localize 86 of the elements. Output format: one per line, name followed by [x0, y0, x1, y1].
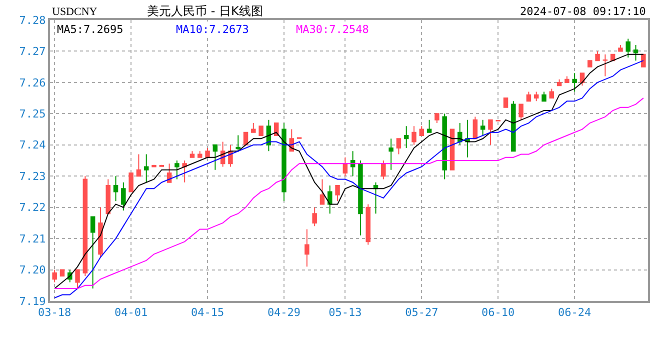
x-tick-label: 05-27	[405, 306, 438, 320]
candlestick	[144, 154, 149, 183]
candlestick	[282, 122, 286, 202]
candlestick	[113, 176, 118, 202]
candlestick	[503, 98, 508, 108]
candlestick	[82, 176, 88, 277]
text: MA5:7.2695	[57, 23, 124, 36]
candlestick	[396, 138, 402, 155]
candlestick	[564, 76, 570, 83]
candlestick	[121, 182, 126, 211]
candlestick	[128, 172, 134, 192]
candlestick	[335, 184, 340, 202]
candlestick	[641, 54, 646, 68]
y-tick-label: 7.24	[19, 138, 46, 152]
candlestick	[106, 178, 110, 214]
candlestick	[98, 206, 103, 258]
candlestick	[366, 204, 370, 246]
candlestick	[511, 100, 516, 152]
line-series	[54, 98, 644, 290]
candlestick	[626, 38, 630, 58]
candlestick	[52, 269, 57, 283]
candlestick	[602, 54, 608, 77]
y-tick-label: 7.28	[19, 14, 46, 27]
candlestick	[526, 91, 532, 102]
candlestick	[312, 206, 317, 227]
candlestick	[556, 78, 562, 86]
y-tick-label: 7.25	[19, 108, 46, 121]
candlestick	[212, 144, 218, 170]
candlestick	[258, 126, 264, 136]
x-tick-label: 03-18	[38, 306, 72, 320]
text: MA30:7.2548	[296, 23, 369, 36]
x-tick-label: 05-13	[328, 306, 362, 320]
y-tick-label: 7.27	[19, 45, 46, 58]
candlestick	[534, 91, 539, 102]
candlestick	[205, 148, 210, 158]
candlestick	[388, 138, 394, 170]
candlestick	[251, 122, 256, 133]
candlestick	[572, 72, 577, 92]
x-tick-label: 04-01	[114, 306, 148, 320]
y-tick-label: 7.23	[19, 170, 46, 183]
candlestick	[304, 228, 310, 268]
candlestick	[542, 91, 546, 102]
chart-title: 美元人民币 - 日K线图	[147, 4, 263, 18]
candlestick	[174, 160, 180, 180]
y-tick-label: 7.21	[19, 232, 46, 246]
candlestick	[518, 104, 524, 120]
candlestick	[588, 60, 592, 68]
candlestick	[358, 160, 363, 236]
candlestick	[182, 160, 187, 183]
text: USDCNY	[52, 6, 98, 18]
candlestick	[442, 113, 447, 180]
candlestick	[90, 216, 96, 290]
candlestick	[350, 150, 356, 177]
candlestick	[549, 88, 554, 99]
y-tick-label: 7.26	[19, 76, 46, 90]
candlestick	[190, 150, 195, 158]
candlestick	[426, 119, 432, 133]
candlestick	[320, 178, 325, 205]
candlestick	[136, 154, 142, 177]
candlestick	[75, 269, 80, 290]
candlestick	[236, 134, 240, 152]
candlestick	[480, 119, 486, 136]
text: 2024-07-08 09:17:10	[520, 5, 646, 18]
candlestick	[266, 119, 272, 152]
candlestick	[328, 184, 332, 214]
candlestick	[488, 119, 493, 146]
y-tick-label: 7.22	[19, 201, 46, 214]
candlestick	[419, 126, 424, 136]
candlestick	[381, 160, 386, 180]
candlestick	[412, 126, 416, 146]
candlestick	[618, 44, 623, 52]
x-tick-label: 06-24	[558, 306, 592, 320]
candlestick	[342, 156, 348, 177]
y-tick-label: 7.19	[19, 294, 46, 308]
candlestick	[595, 50, 600, 62]
text: MA10:7.2673	[176, 23, 249, 36]
candlestick	[373, 182, 378, 214]
x-tick-label: 04-15	[190, 306, 224, 320]
x-tick-label: 06-10	[482, 306, 515, 320]
candlestick	[198, 150, 202, 158]
candlestick	[166, 163, 172, 183]
candlestick	[434, 113, 440, 124]
candlestick	[404, 126, 409, 149]
x-tick-label: 04-29	[267, 306, 301, 320]
y-tick-label: 7.20	[19, 264, 46, 277]
candlestick	[633, 44, 638, 62]
